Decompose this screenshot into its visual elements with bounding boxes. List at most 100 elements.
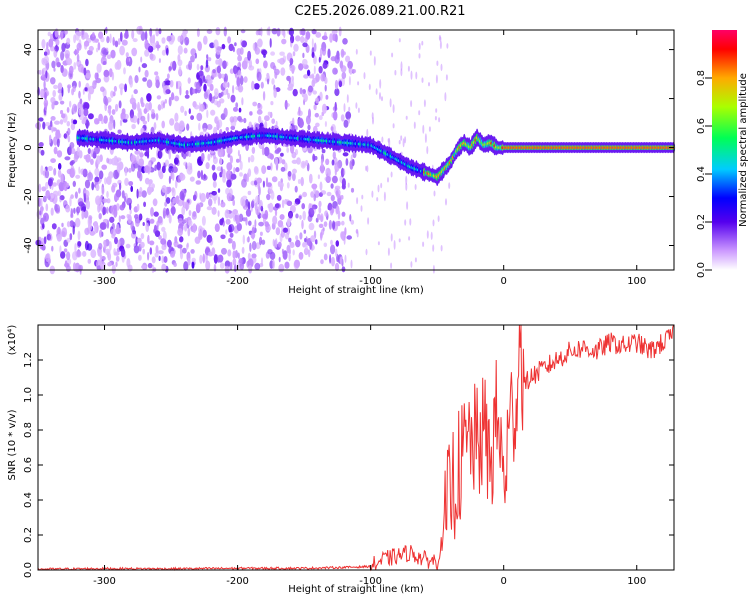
heatmap-noise-cell [166,35,172,42]
heatmap-noise-cell [255,58,260,65]
heatmap-noise-cell [143,165,150,173]
snr-y-tick-label: 0.2 [23,527,34,543]
heatmap-noise-cell [85,72,91,79]
heatmap-noise-cell [92,80,97,90]
heatmap-noise-cell [212,180,217,188]
heatmap-noise-cell [291,151,297,159]
heatmap-noise-cell [225,127,229,131]
heatmap-noise-cell [44,169,50,179]
heatmap-noise-cell [112,91,116,97]
heatmap-noise-cell [206,80,211,87]
heatmap-noise-cell [195,81,201,91]
heatmap-noise-cell [294,259,300,269]
heatmap-noise-cell [317,174,320,180]
heatmap-noise-cell [330,194,335,202]
heatmap-noise-cell [56,138,60,148]
heatmap-noise-cell [118,215,121,223]
heatmap-noise-cell [272,65,277,71]
heatmap-noise-cell [177,59,183,67]
heatmap-noise-cell [211,206,217,215]
heatmap-noise-cell [142,77,148,82]
heatmap-noise-cell [350,259,353,269]
heatmap-noise-cell [365,248,368,256]
heatmap-noise-cell [72,180,77,187]
heatmap-noise-cell [60,51,65,61]
heatmap-noise-cell [41,205,44,215]
heatmap-noise-cell [41,244,46,251]
heatmap-noise-cell [187,227,191,237]
heatmap-noise-cell [168,175,171,184]
heatmap-noise-cell [38,197,41,207]
heatmap-noise-cell [217,148,224,158]
heatmap-noise-cell [409,218,412,226]
heatmap-noise-cell [393,240,396,250]
heatmap-noise-cell [110,49,116,59]
heatmap-noise-cell [292,172,296,182]
heatmap-noise-cell [340,114,345,122]
heatmap-noise-cell [109,241,112,251]
heatmap-noise-cell [135,217,140,227]
heatmap-noise-cell [292,117,295,126]
heatmap-x-tick-label: -100 [359,276,382,287]
heatmap-noise-cell [304,249,309,255]
heatmap-noise-cell [144,177,150,185]
heatmap-noise-cell [263,146,270,157]
heatmap-noise-cell [131,47,138,57]
heatmap-noise-cell [168,150,172,160]
heatmap-noise-cell [186,39,189,45]
heatmap-noise-cell [103,115,108,124]
heatmap-noise-cell [288,76,291,85]
heatmap-noise-cell [350,187,355,193]
heatmap-noise-cell [313,65,316,75]
heatmap-noise-cell [168,66,172,71]
heatmap-noise-cell [174,112,179,123]
heatmap-noise-cell [118,161,124,171]
heatmap-noise-cell [329,254,332,264]
heatmap-noise-cell [125,52,129,58]
heatmap-noise-cell [42,121,46,130]
heatmap-noise-cell [238,257,244,264]
heatmap-noise-cell [120,248,126,258]
heatmap-noise-cell [298,106,301,116]
heatmap-noise-cell [225,229,228,235]
heatmap-noise-cell [251,240,257,251]
heatmap-noise-cell [157,250,164,255]
heatmap-noise-cell [213,254,218,264]
heatmap-noise-cell [271,28,278,35]
heatmap-noise-cell [51,245,54,252]
heatmap-noise-cell [125,29,129,39]
heatmap-noise-cell [292,88,298,97]
heatmap-noise-cell [220,166,223,175]
heatmap-noise-cell [227,36,232,44]
heatmap-noise-cell [190,115,195,120]
heatmap-noise-cell [328,219,332,230]
heatmap-noise-cell [125,243,131,249]
heatmap-noise-cell [349,160,354,170]
heatmap-noise-cell [81,29,85,36]
heatmap-noise-cell [320,232,323,241]
heatmap-noise-cell [408,236,411,241]
heatmap-noise-cell [111,264,116,274]
heatmap-noise-cell [302,52,305,59]
heatmap-noise-cell [220,234,226,240]
heatmap-noise-cell [155,31,159,37]
heatmap-noise-cell [197,170,201,179]
heatmap-noise-cell [231,240,236,250]
heatmap-noise-cell [351,69,357,74]
heatmap-noise-cell [322,47,327,56]
heatmap-noise-cell [86,243,93,251]
heatmap-noise-cell [214,117,218,124]
heatmap-noise-cell [311,79,316,87]
heatmap-noise-cell [428,126,431,132]
heatmap-noise-cell [87,258,92,264]
heatmap-noise-cell [109,216,115,223]
heatmap-x-tick-label: -200 [226,276,249,287]
heatmap-noise-cell [241,246,245,254]
heatmap-noise-cell [78,80,81,88]
heatmap-noise-cell [174,95,180,102]
snr-x-tick-label: -100 [359,576,382,587]
heatmap-noise-cell [315,97,319,104]
heatmap-noise-cell [226,146,233,155]
heatmap-noise-cell [265,177,269,188]
heatmap-noise-cell [165,191,167,200]
